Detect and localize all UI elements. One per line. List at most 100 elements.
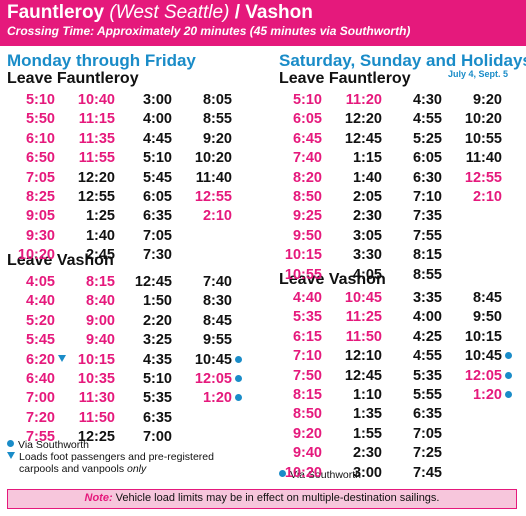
- departure-time: 12:10: [344, 348, 382, 365]
- departure-time: 2:30: [352, 208, 382, 225]
- via-southworth-dot-icon: [235, 394, 242, 402]
- via-southworth-dot-icon: [505, 371, 512, 379]
- legend-southworth-weekend: Via Southworth: [279, 469, 361, 481]
- departure-time: 12:25: [77, 429, 115, 446]
- legend-foot-passengers-cont: carpools and vanpools only: [19, 463, 147, 475]
- departure-time: 5:35: [142, 390, 172, 407]
- departure-time: 10:20: [194, 150, 232, 167]
- departure-time: 12:05: [442, 367, 512, 386]
- departure-time: 1:50: [142, 293, 172, 310]
- departure-time: 1:20: [442, 386, 512, 405]
- departure-time: 7:05: [142, 227, 172, 244]
- departure-time: 5:25: [412, 130, 442, 147]
- departure-time: 6:05: [142, 189, 172, 205]
- departure-time: 5:10: [25, 92, 55, 108]
- departure-time: 7:00: [142, 429, 172, 446]
- departure-time: 1:35: [352, 406, 382, 423]
- departure-time: 7:20: [25, 409, 55, 426]
- departure-time: 9:00: [85, 312, 115, 329]
- departure-time: 8:15: [85, 274, 115, 290]
- departure-time: 11:55: [78, 150, 115, 167]
- departure-time: 4:25: [412, 328, 442, 345]
- departure-time: 10:20: [17, 247, 55, 264]
- departure-time: 11:35: [78, 130, 115, 147]
- schedule-header: Fauntleroy (West Seattle) / Vashon Cross…: [0, 0, 526, 46]
- destination-name: Vashon: [245, 2, 313, 23]
- departure-time: 2:20: [142, 312, 172, 329]
- departure-time: 3:35: [412, 290, 442, 306]
- departure-time: 7:40: [292, 150, 322, 167]
- departure-time: 5:35: [412, 367, 442, 384]
- departure-time: 11:25: [345, 309, 382, 326]
- departure-time: 5:45: [25, 332, 55, 349]
- holiday-dates: July 4, Sept. 5: [448, 69, 509, 79]
- departure-time: 10:45: [172, 351, 242, 370]
- departure-time: 10:15: [464, 328, 502, 345]
- departure-time: 7:45: [412, 464, 442, 481]
- departure-time: 7:55: [25, 429, 55, 446]
- departure-time: 10:20: [464, 111, 502, 128]
- departure-time: 12:45: [344, 367, 382, 384]
- legend-southworth: Via Southworth: [7, 439, 214, 451]
- southworth-dot-icon: [279, 470, 286, 477]
- departure-time: 1:55: [352, 425, 382, 442]
- departure-time: 7:00: [25, 390, 55, 407]
- weekday-leave-vashon-label: Leave Vashon: [7, 252, 114, 269]
- departure-time: 5:45: [142, 169, 172, 186]
- departure-time: 5:55: [412, 387, 442, 403]
- departure-time: 5:10: [142, 150, 172, 167]
- departure-time: 8:20: [292, 169, 322, 186]
- departure-time: 2:10: [472, 189, 502, 205]
- departure-time: 11:30: [78, 390, 115, 407]
- departure-time: 12:05: [172, 370, 242, 389]
- legend-foot-passengers: Loads foot passengers and pre-registered: [7, 451, 214, 463]
- departure-time: 4:40: [292, 290, 322, 306]
- departure-time: 9:20: [292, 425, 322, 442]
- origin-name: Fauntleroy: [7, 2, 105, 23]
- departure-time: 12:20: [344, 111, 382, 128]
- title-separator: /: [234, 2, 240, 23]
- departure-time: 10:40: [77, 92, 115, 108]
- weekend-title: Saturday, Sunday and Holidays: [279, 51, 526, 70]
- departure-time: 8:30: [202, 293, 232, 310]
- departure-time: 8:45: [202, 312, 232, 329]
- weekday-legend: Via Southworth Loads foot passengers and…: [7, 439, 214, 475]
- note-label: Note:: [84, 492, 113, 504]
- departure-time: 6:40: [25, 371, 55, 387]
- departure-time: 6:50: [25, 150, 55, 167]
- departure-time: 2:45: [85, 247, 115, 264]
- departure-time: 9:50: [292, 227, 322, 244]
- departure-time: 12:55: [77, 189, 115, 205]
- departure-time: 8:50: [292, 189, 322, 205]
- departure-time: 3:00: [142, 92, 172, 108]
- departure-time: 6:20: [0, 351, 66, 370]
- departure-time: 2:05: [352, 189, 382, 205]
- departure-time: 9:55: [202, 332, 232, 349]
- weekend-leave-fauntleroy-label: Leave Fauntleroy: [279, 70, 411, 87]
- via-southworth-dot-icon: [505, 391, 512, 398]
- departure-time: 12:45: [344, 130, 382, 147]
- departure-time: 1:20: [172, 389, 242, 408]
- departure-time: 8:25: [25, 189, 55, 205]
- departure-time: 9:40: [292, 445, 322, 462]
- departure-time: 7:40: [202, 274, 232, 290]
- foot-passenger-triangle-icon: [7, 452, 15, 459]
- departure-time: 12:55: [194, 189, 232, 205]
- departure-time: 4:55: [412, 111, 442, 128]
- departure-time: 10:45: [344, 290, 382, 306]
- departure-time: 4:05: [352, 266, 382, 283]
- origin-area: (West Seattle): [109, 2, 230, 23]
- departure-time: 7:55: [412, 227, 442, 244]
- departure-time: 1:15: [352, 150, 382, 167]
- foot-passenger-triangle-icon: [58, 354, 66, 362]
- departure-time: 5:50: [25, 111, 55, 128]
- departure-time: 4:35: [142, 351, 172, 368]
- departure-time: 11:40: [195, 169, 232, 186]
- weekend-legend: Via Southworth: [279, 469, 361, 481]
- departure-time: 6:35: [142, 208, 172, 225]
- departure-time: 9:50: [472, 309, 502, 326]
- departure-time: 1:25: [85, 208, 115, 225]
- note-text: Vehicle load limits may be in effect on …: [115, 492, 440, 504]
- departure-time: 1:40: [85, 227, 115, 244]
- departure-time: 9:20: [472, 92, 502, 108]
